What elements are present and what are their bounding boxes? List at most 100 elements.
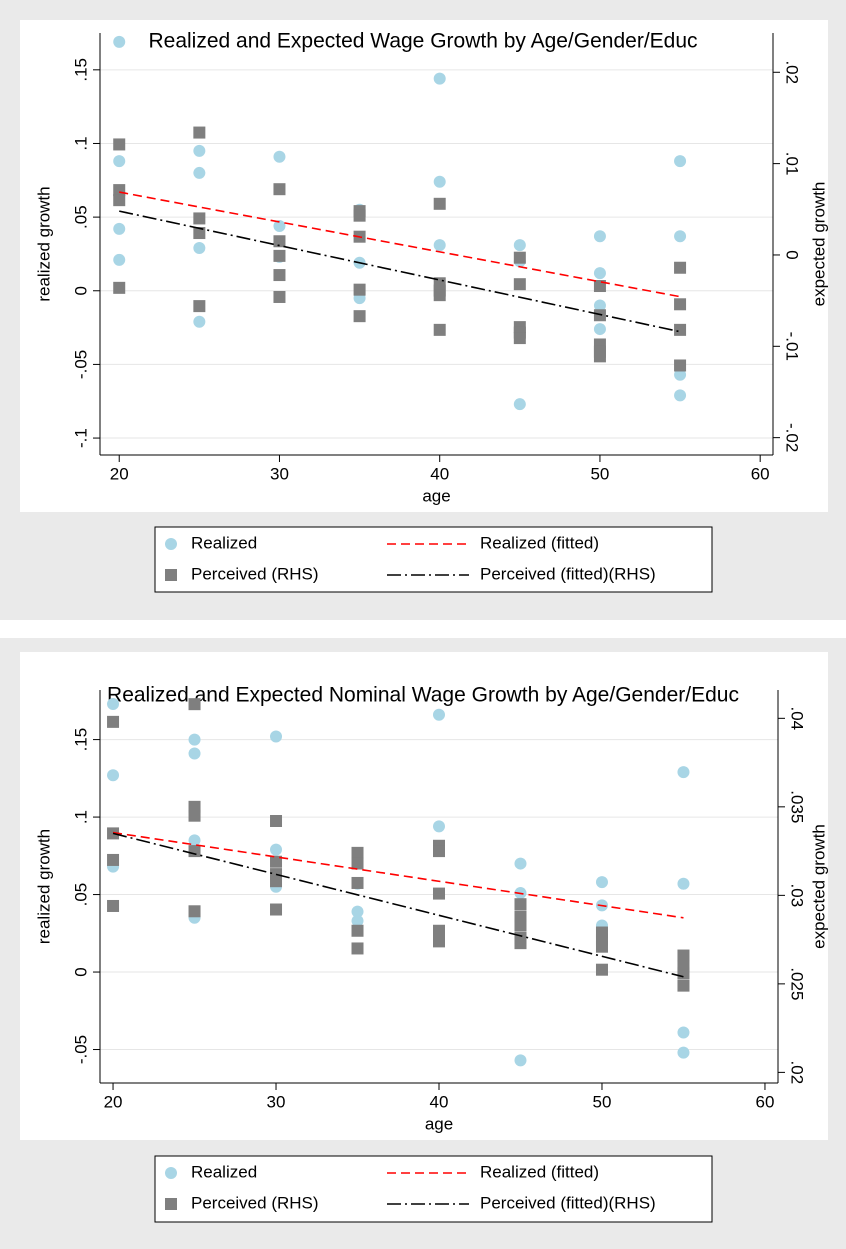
point bbox=[273, 249, 286, 262]
point bbox=[677, 766, 690, 779]
y2-tick-label: .02 bbox=[788, 1061, 807, 1085]
point bbox=[595, 876, 608, 889]
legend-label: Perceived (RHS) bbox=[191, 564, 319, 583]
point bbox=[113, 281, 126, 294]
point bbox=[193, 242, 206, 255]
point bbox=[514, 898, 527, 911]
point bbox=[273, 235, 286, 248]
panel: Realized and Expected Nominal Wage Growt… bbox=[0, 638, 846, 1249]
point bbox=[514, 919, 527, 932]
point bbox=[513, 239, 526, 252]
point bbox=[677, 979, 690, 992]
point bbox=[433, 323, 446, 336]
point bbox=[273, 150, 286, 163]
legend-marker bbox=[165, 538, 177, 550]
point bbox=[273, 290, 286, 303]
point bbox=[674, 359, 687, 372]
y2-tick-label: .035 bbox=[788, 790, 807, 823]
point bbox=[677, 949, 690, 962]
point bbox=[433, 708, 445, 721]
x-tick-label: 60 bbox=[751, 464, 770, 483]
legend-label: Realized (fitted) bbox=[480, 533, 599, 552]
point bbox=[107, 769, 120, 782]
legend-label: Perceived (fitted)(RHS) bbox=[480, 564, 656, 583]
y-tick-label: .1 bbox=[71, 810, 90, 824]
graph-region bbox=[20, 20, 828, 512]
point bbox=[353, 209, 366, 222]
point bbox=[270, 875, 283, 888]
point bbox=[107, 853, 120, 866]
point bbox=[433, 197, 446, 210]
point bbox=[433, 175, 446, 188]
point bbox=[674, 155, 687, 168]
point bbox=[193, 227, 206, 240]
point bbox=[351, 876, 364, 889]
point bbox=[514, 937, 527, 950]
y-tick-label: .15 bbox=[71, 728, 90, 752]
point bbox=[593, 267, 606, 280]
point bbox=[674, 323, 687, 336]
point bbox=[513, 251, 526, 264]
point bbox=[193, 144, 206, 157]
y2-tick-label: .02 bbox=[783, 60, 802, 84]
point bbox=[188, 733, 201, 746]
point bbox=[188, 834, 201, 847]
point bbox=[113, 155, 126, 168]
x-axis-label: age bbox=[425, 1114, 453, 1133]
point bbox=[593, 299, 606, 312]
legend-marker bbox=[165, 1167, 177, 1179]
point bbox=[273, 183, 286, 196]
point bbox=[595, 940, 608, 953]
point bbox=[433, 845, 445, 858]
point bbox=[188, 747, 201, 760]
point bbox=[433, 935, 445, 948]
x-tick-label: 40 bbox=[430, 464, 449, 483]
point bbox=[113, 138, 126, 151]
x-tick-label: 30 bbox=[267, 1092, 286, 1111]
legend-marker bbox=[165, 569, 177, 581]
point bbox=[273, 219, 286, 232]
point bbox=[270, 730, 283, 743]
point bbox=[113, 194, 126, 207]
y2-axis-label: expected growth bbox=[809, 182, 828, 307]
point bbox=[353, 283, 366, 296]
chart-title: Realized and Expected Nominal Wage Growt… bbox=[107, 684, 739, 707]
point bbox=[674, 298, 687, 311]
y2-tick-label: -.01 bbox=[783, 332, 802, 361]
point bbox=[677, 1046, 690, 1059]
legend-label: Perceived (RHS) bbox=[191, 1193, 319, 1212]
y2-tick-label: .01 bbox=[783, 152, 802, 176]
point bbox=[113, 253, 126, 266]
point bbox=[677, 877, 690, 890]
fit-line bbox=[112, 831, 684, 919]
legend-box bbox=[154, 526, 713, 593]
legend-label: Realized (fitted) bbox=[480, 1162, 599, 1181]
fit-line bbox=[112, 832, 684, 978]
y-tick-label: -.05 bbox=[71, 1035, 90, 1064]
y-axis-label: realized growth bbox=[34, 186, 53, 301]
y-tick-label: -.05 bbox=[71, 350, 90, 379]
point bbox=[674, 368, 687, 381]
point bbox=[351, 914, 364, 927]
point bbox=[193, 315, 206, 328]
legend-label: Realized bbox=[191, 533, 257, 552]
x-tick-label: 40 bbox=[430, 1092, 449, 1111]
point bbox=[433, 72, 446, 85]
x-tick-label: 20 bbox=[104, 1092, 123, 1111]
point bbox=[351, 846, 364, 859]
point bbox=[674, 389, 687, 402]
point bbox=[351, 857, 364, 870]
point bbox=[593, 323, 606, 336]
y-tick-label: -.1 bbox=[71, 428, 90, 448]
point bbox=[593, 350, 606, 363]
panel: Realized and Expected Wage Growth by Age… bbox=[0, 0, 846, 620]
point bbox=[270, 855, 283, 868]
point bbox=[433, 820, 445, 833]
legend-label: Perceived (fitted)(RHS) bbox=[480, 1193, 656, 1212]
point bbox=[188, 845, 201, 858]
point bbox=[193, 212, 206, 225]
point bbox=[593, 230, 606, 243]
point bbox=[270, 903, 283, 916]
point bbox=[433, 887, 445, 900]
